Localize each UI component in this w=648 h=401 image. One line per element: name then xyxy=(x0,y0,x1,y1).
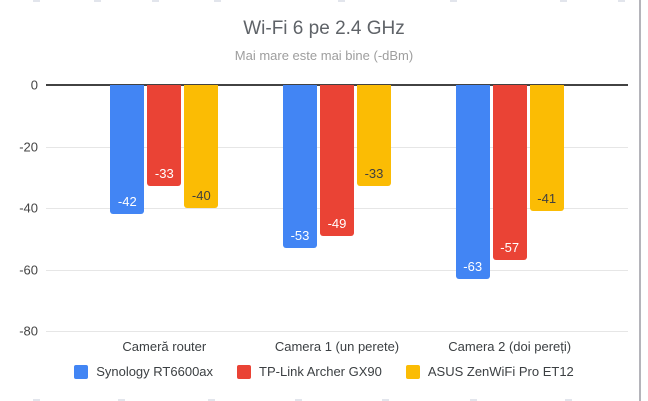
edge-artifact-dash xyxy=(565,399,572,401)
y-tick-label: -60 xyxy=(19,262,38,277)
x-axis-label: Camera 1 (un perete) xyxy=(274,339,400,354)
edge-artifact-dash xyxy=(214,0,221,2)
legend-swatch-icon xyxy=(74,364,89,379)
edge-artifact-dash xyxy=(152,0,159,2)
bar-group: -53 -49 -33 xyxy=(251,85,424,331)
edge-artifact-dash xyxy=(450,0,457,2)
edge-artifact-dash xyxy=(33,399,40,401)
edge-artifact-dash xyxy=(470,399,477,401)
bar: -63 xyxy=(455,85,490,279)
bar-value-label: -63 xyxy=(463,258,483,274)
chart-title: Wi-Fi 6 pe 2.4 GHz xyxy=(243,18,405,39)
bar: -57 xyxy=(492,85,527,261)
edge-artifact-dash xyxy=(94,0,101,2)
bar: -33 xyxy=(357,85,391,187)
edge-artifact-dash xyxy=(382,399,389,401)
bar: -40 xyxy=(184,85,219,208)
x-axis-category-labels: Cameră router Camera 1 (un perete) Camera … xyxy=(46,339,628,354)
legend-item: TP-Link Archer GX90 xyxy=(237,364,382,379)
bar-value-label: -41 xyxy=(537,191,557,207)
chart-subtitle: Mai mare este mai bine (-dBm) xyxy=(234,48,414,63)
bar-group: -63 -57 -41 xyxy=(423,85,596,331)
legend-item: ASUS ZenWiFi Pro ET12 xyxy=(405,364,574,379)
plot-area: 0 -20 -40 -60 -80 -42 -33 -40 -53 -49 -33 -63 -57 -4… xyxy=(19,78,628,339)
y-tick-label: -40 xyxy=(19,200,38,216)
bar-value-label: -33 xyxy=(364,166,384,182)
legend-label: ASUS ZenWiFi Pro ET12 xyxy=(427,364,574,379)
gridline xyxy=(46,331,628,332)
edge-artifact-dash xyxy=(338,0,345,2)
bar: -41 xyxy=(529,85,564,212)
bar-value-label: -49 xyxy=(327,215,347,231)
y-tick-label: -80 xyxy=(19,323,38,339)
edge-artifact-dash xyxy=(208,399,215,401)
bar-value-label: -33 xyxy=(154,166,174,182)
x-axis-label: Cameră router xyxy=(122,339,207,354)
gridline xyxy=(46,269,628,271)
legend-item: Synology RT6600ax xyxy=(74,364,213,379)
edge-artifact-dash xyxy=(33,0,40,2)
edge-artifact-dash xyxy=(295,399,302,401)
legend-label: TP-Link Archer GX90 xyxy=(259,364,382,379)
bar-value-label: -53 xyxy=(290,227,310,243)
x-axis-label: Camera 2 (doi pereți) xyxy=(448,339,572,354)
y-tick-label: 0 xyxy=(30,77,38,93)
bar-value-label: -40 xyxy=(191,188,211,203)
bar-value-label: -42 xyxy=(117,194,137,210)
legend-label: Synology RT6600ax xyxy=(96,364,214,379)
right-edge-divider xyxy=(639,0,641,401)
legend-swatch-icon xyxy=(237,364,252,379)
edge-artifact-dash xyxy=(560,0,567,2)
bar: -53 xyxy=(283,85,317,248)
legend-swatch-icon xyxy=(405,364,420,379)
edge-artifact-dash xyxy=(118,399,125,401)
bar-groups: -42 -33 -40 -53 -49 -33 -63 -57 -41 xyxy=(46,85,628,331)
bar: -49 xyxy=(320,85,354,236)
edge-artifact-dash xyxy=(618,0,625,2)
bar-group: -42 -33 -40 xyxy=(78,85,251,331)
legend: Synology RT6600ax TP-Link Archer GX90 ASUS… xyxy=(0,364,648,379)
y-tick-label: -20 xyxy=(19,139,38,154)
bar: -42 xyxy=(110,85,145,215)
bar: -33 xyxy=(147,85,182,187)
bar-value-label: -57 xyxy=(500,240,520,256)
